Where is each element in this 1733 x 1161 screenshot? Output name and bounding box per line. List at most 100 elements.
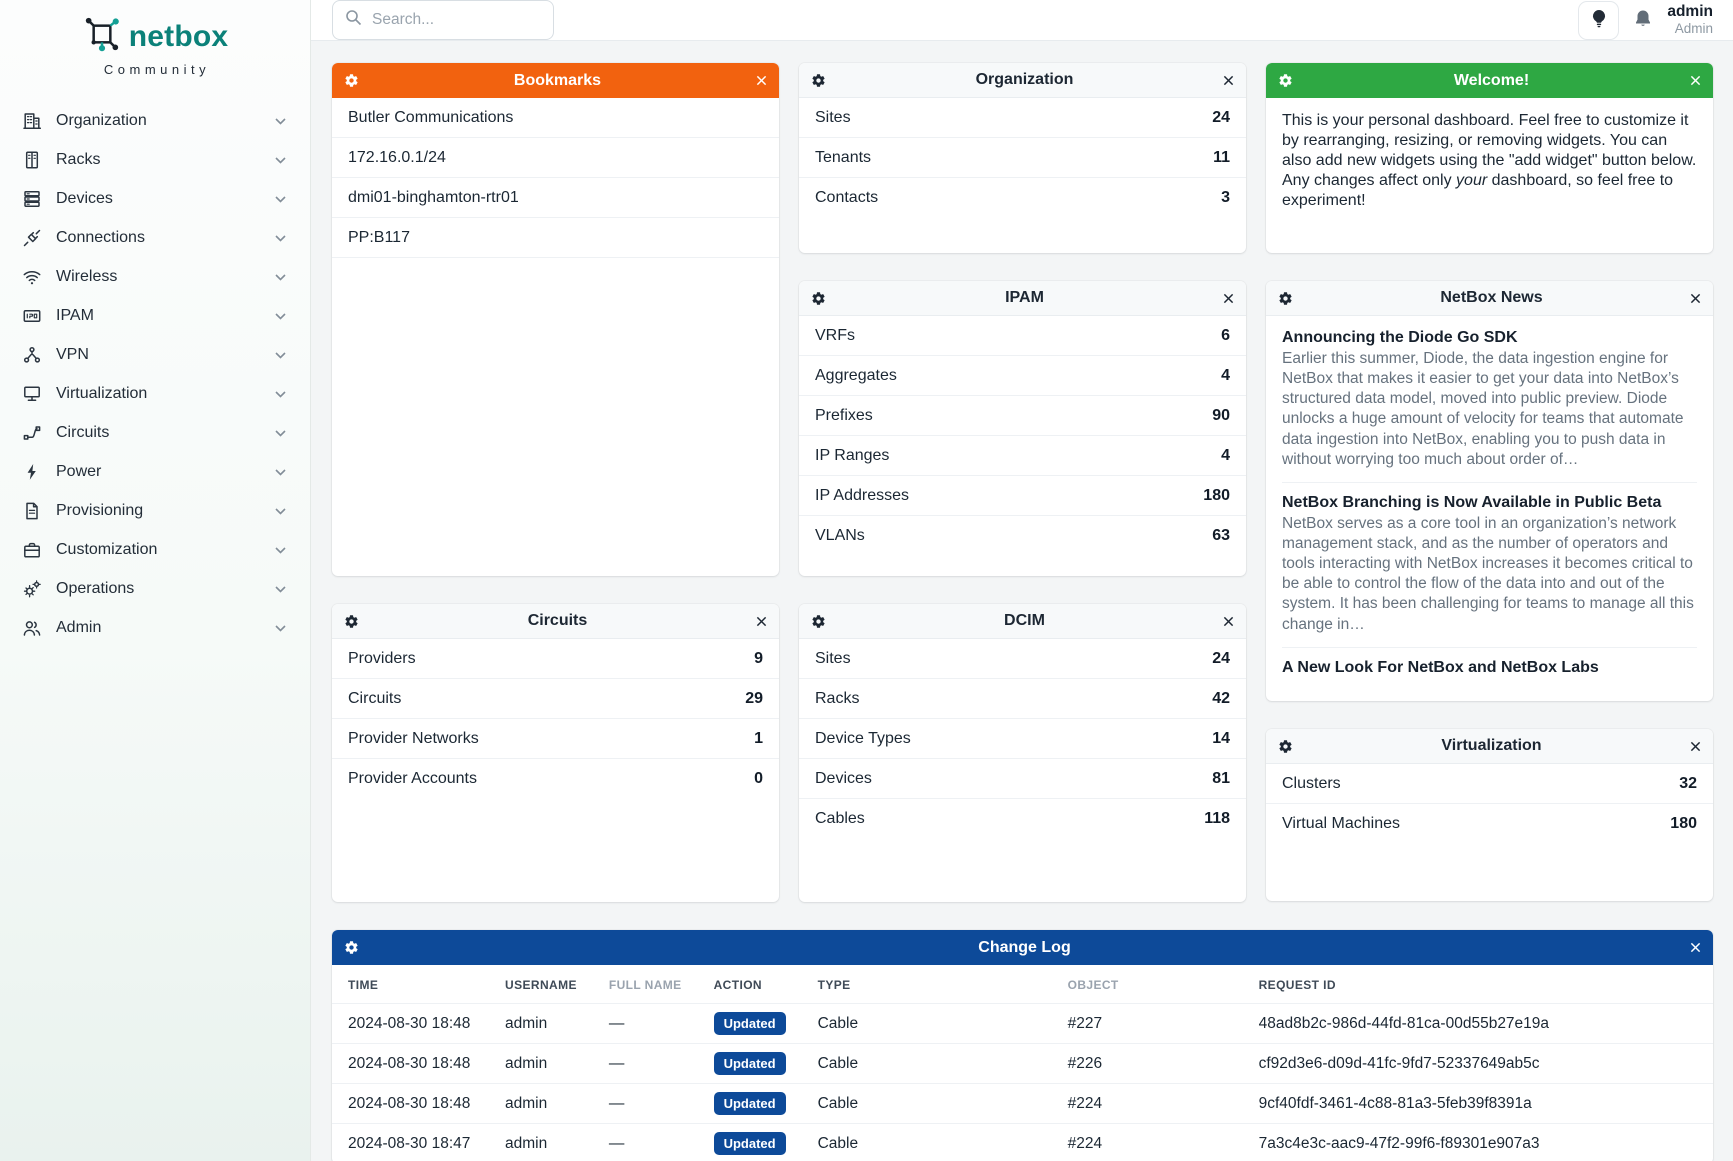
sidebar-item-customization[interactable]: Customization [0, 530, 310, 569]
column-header-object[interactable]: OBJECT [1067, 978, 1119, 992]
cell-action: Updated [697, 1043, 802, 1084]
sidebar-item-organization[interactable]: Organization [0, 101, 310, 140]
stat-value[interactable]: 29 [745, 689, 763, 707]
stat-value[interactable]: 42 [1212, 689, 1230, 707]
stat-value[interactable]: 118 [1204, 810, 1230, 827]
column-header-type[interactable]: TYPE [817, 978, 851, 992]
bookmark-link[interactable]: Butler Communications [332, 98, 779, 138]
chevron-down-icon [275, 151, 286, 169]
close-icon[interactable] [1223, 75, 1234, 86]
stat-value[interactable]: 0 [754, 770, 763, 787]
sidebar-item-label: Connections [56, 228, 145, 246]
stat-value[interactable]: 90 [1212, 406, 1230, 424]
stat-list: Clusters 32 Virtual Machines 180 [1266, 764, 1713, 844]
gear-icon[interactable] [811, 73, 826, 88]
stat-value[interactable]: 63 [1212, 527, 1230, 544]
close-icon[interactable] [1690, 75, 1701, 86]
news-entry-title[interactable]: NetBox Branching is Now Available in Pub… [1282, 493, 1662, 511]
gear-icon[interactable] [344, 73, 359, 88]
news-entry-title[interactable]: Announcing the Diode Go SDK [1282, 329, 1518, 346]
cell-object-link[interactable]: #226 [1051, 1043, 1243, 1084]
sidebar-item-virtualization[interactable]: Virtualization [0, 374, 310, 413]
gear-icon[interactable] [1278, 73, 1293, 88]
sidebar-item-connections[interactable]: Connections [0, 218, 310, 257]
close-icon[interactable] [756, 75, 767, 86]
bookmark-link[interactable]: 172.16.0.1/24 [332, 138, 779, 178]
chevron-down-icon [275, 268, 286, 286]
changelog-row: 2024-08-30 18:48 admin — Updated Cable #… [332, 1083, 1713, 1124]
stat-value[interactable]: 81 [1212, 769, 1230, 787]
stat-label: Providers [348, 649, 416, 667]
cell-request-id-link[interactable]: 9cf40fdf-3461-4c88-81a3-5feb39f8391a [1242, 1083, 1713, 1124]
bookmark-link[interactable]: dmi01-binghamton-rtr01 [332, 178, 779, 218]
gear-icon[interactable] [344, 614, 359, 629]
stat-value[interactable]: 1 [754, 729, 763, 747]
cell-object-link[interactable]: #227 [1051, 1003, 1243, 1044]
cell-time-link[interactable]: 2024-08-30 18:48 [332, 1043, 489, 1084]
news-entry-title[interactable]: A New Look For NetBox and NetBox Labs [1282, 658, 1599, 676]
topbar: admin Admin [311, 0, 1733, 41]
stat-value[interactable]: 3 [1221, 189, 1230, 206]
gear-icon[interactable] [811, 291, 826, 306]
cell-time-link[interactable]: 2024-08-30 18:47 [332, 1123, 489, 1161]
gear-icon[interactable] [811, 614, 826, 629]
gear-icon[interactable] [1278, 291, 1293, 306]
close-icon[interactable] [1223, 616, 1234, 627]
column-header-request-id[interactable]: REQUEST ID [1258, 978, 1336, 992]
search-input[interactable] [372, 11, 541, 29]
stat-value[interactable]: 11 [1213, 148, 1230, 166]
stat-value[interactable]: 9 [754, 649, 763, 667]
cell-request-id-link[interactable]: 48ad8b2c-986d-44fd-81ca-00d55b27e19a [1242, 1003, 1713, 1044]
close-icon[interactable] [1223, 293, 1234, 304]
cell-type: Cable [801, 1123, 1052, 1161]
chevron-down-icon [275, 502, 286, 520]
column-header-username[interactable]: USERNAME [505, 978, 577, 992]
changelog-row: 2024-08-30 18:48 admin — Updated Cable #… [332, 1003, 1713, 1044]
cell-request-id-link[interactable]: 7a3c4e3c-aac9-47f2-99f6-f89301e907a3 [1242, 1123, 1713, 1161]
theme-toggle-button[interactable] [1578, 0, 1620, 40]
widget-title: Change Log [978, 938, 1071, 956]
netbox-logo[interactable]: netbox [0, 14, 310, 59]
sidebar-item-circuits[interactable]: Circuits [0, 413, 310, 452]
column-header-full-name[interactable]: FULL NAME [608, 978, 682, 992]
user-menu[interactable]: admin Admin [1667, 3, 1713, 38]
cell-object-link[interactable]: #224 [1051, 1123, 1243, 1161]
cell-type: Cable [801, 1003, 1052, 1044]
sidebar-item-racks[interactable]: Racks [0, 140, 310, 179]
stat-value[interactable]: 180 [1203, 486, 1230, 504]
cell-object-link[interactable]: #224 [1051, 1083, 1243, 1124]
notifications-button[interactable] [1634, 9, 1652, 31]
cell-time-link[interactable]: 2024-08-30 18:48 [332, 1083, 489, 1124]
column-header-action[interactable]: ACTION [713, 978, 762, 992]
sidebar-item-provisioning[interactable]: Provisioning [0, 491, 310, 530]
bookmark-link[interactable]: PP:B117 [332, 218, 779, 258]
sidebar-item-wireless[interactable]: Wireless [0, 257, 310, 296]
sidebar-item-power[interactable]: Power [0, 452, 310, 491]
changelog-header-row: TIME USERNAME FULL NAME ACTION TYPE OBJE… [332, 965, 1713, 1004]
sidebar-item-ipam[interactable]: IPAM [0, 296, 310, 335]
close-icon[interactable] [1690, 942, 1701, 953]
stat-label: Aggregates [815, 366, 897, 384]
column-header-time[interactable]: TIME [348, 978, 379, 992]
gear-icon[interactable] [1278, 739, 1293, 754]
stat-row: IP Addresses 180 [799, 476, 1246, 516]
stat-value[interactable]: 24 [1212, 108, 1230, 126]
close-icon[interactable] [756, 616, 767, 627]
stat-value[interactable]: 14 [1212, 729, 1230, 747]
stat-value[interactable]: 24 [1212, 649, 1230, 667]
gear-icon[interactable] [344, 940, 359, 955]
stat-value[interactable]: 180 [1670, 815, 1697, 832]
close-icon[interactable] [1690, 741, 1701, 752]
sidebar-item-operations[interactable]: Operations [0, 569, 310, 608]
stat-value[interactable]: 4 [1221, 366, 1230, 384]
stat-list: Providers 9 Circuits 29 Provider Networks 1… [332, 639, 779, 799]
cell-request-id-link[interactable]: cf92d3e6-d09d-41fc-9fd7-52337649ab5c [1242, 1043, 1713, 1084]
sidebar-item-vpn[interactable]: VPN [0, 335, 310, 374]
sidebar-item-admin[interactable]: Admin [0, 608, 310, 647]
sidebar-item-devices[interactable]: Devices [0, 179, 310, 218]
stat-value[interactable]: 4 [1221, 446, 1230, 464]
stat-value[interactable]: 32 [1679, 774, 1697, 792]
stat-value[interactable]: 6 [1221, 326, 1230, 344]
cell-time-link[interactable]: 2024-08-30 18:48 [332, 1003, 489, 1044]
close-icon[interactable] [1690, 293, 1701, 304]
